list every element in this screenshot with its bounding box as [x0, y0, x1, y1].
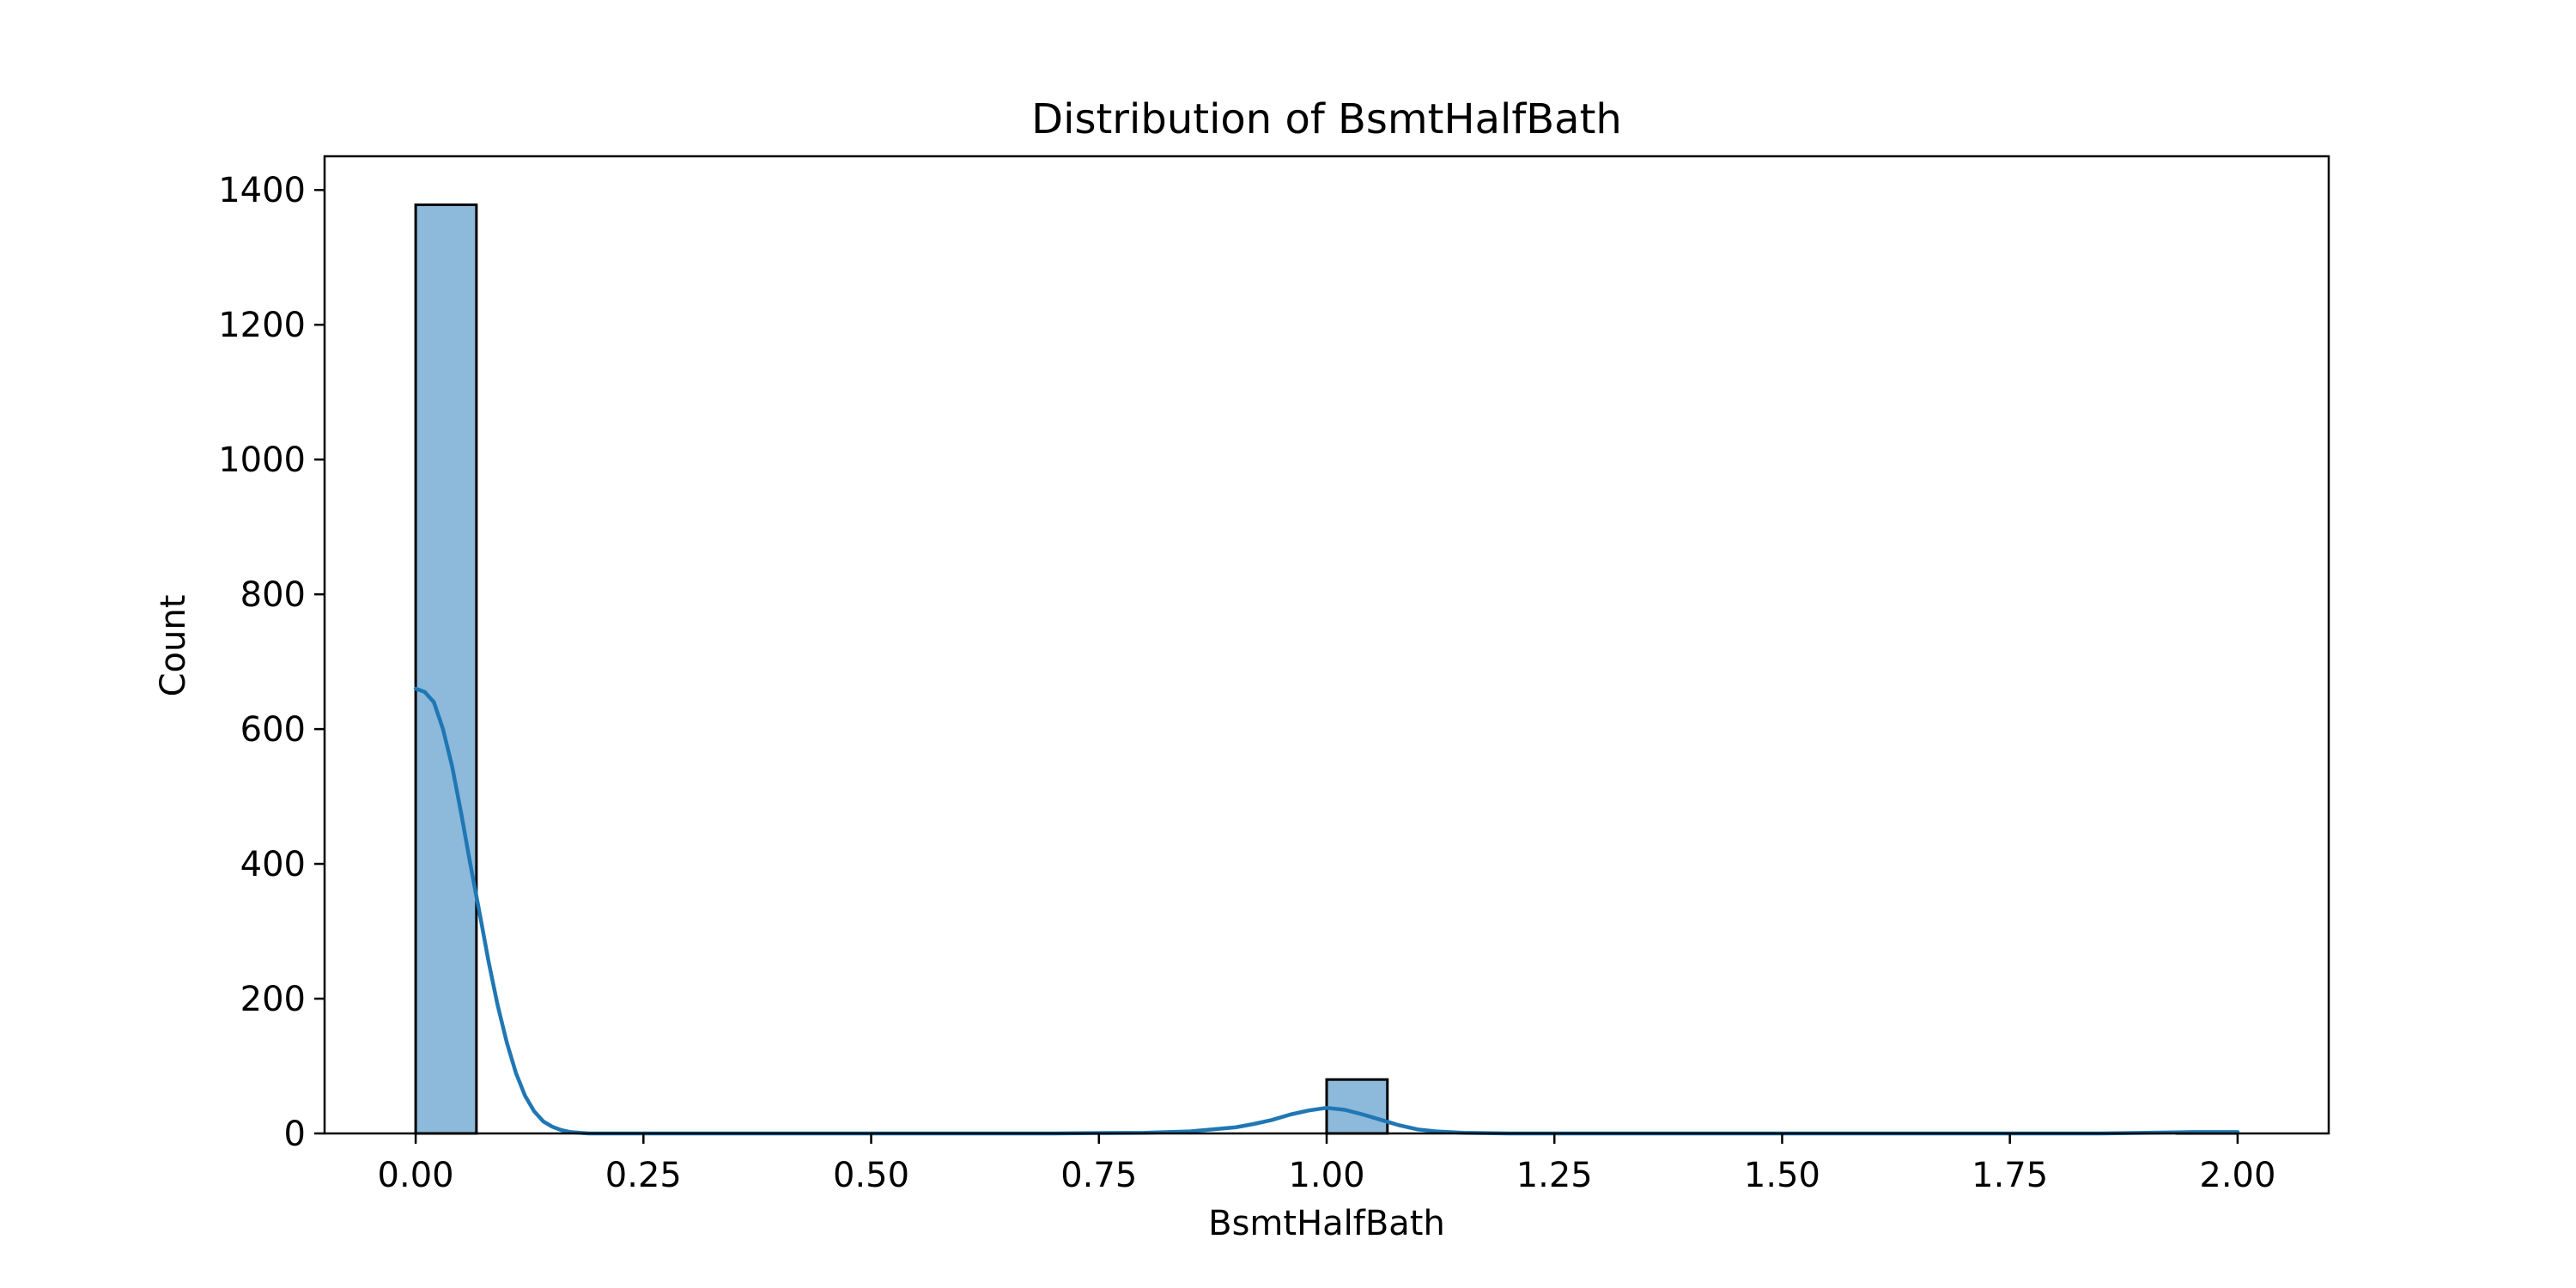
y-tick-label: 1000	[218, 440, 306, 480]
y-tick-label: 1200	[218, 306, 306, 345]
x-tick-label: 0.75	[1060, 1156, 1137, 1195]
x-axis-ticks: 0.00 0.25 0.50 0.75 1.00 1.25 1.50 1.75 2.00	[378, 1133, 2275, 1195]
y-tick-label: 400	[240, 845, 306, 884]
x-tick-label: 1.25	[1516, 1156, 1593, 1195]
y-tick-label: 200	[240, 980, 306, 1019]
histogram-bar-0	[414, 204, 478, 1135]
y-axis-label: Count	[154, 595, 193, 697]
x-tick-label: 1.75	[1971, 1156, 2048, 1195]
x-tick-label: 0.50	[833, 1156, 909, 1195]
x-tick-label: 0.00	[378, 1156, 454, 1195]
y-axis-ticks: 0 200 400 600 800 1000 1200 1400	[218, 171, 325, 1154]
x-tick-label: 2.00	[2199, 1156, 2275, 1195]
y-tick-label: 1400	[218, 171, 306, 210]
x-axis-label: BsmtHalfBath	[1208, 1204, 1445, 1243]
kde-group	[413, 686, 2240, 1136]
y-tick-label: 600	[240, 710, 306, 750]
bars-group	[414, 204, 2239, 1135]
plot-area-frame	[323, 155, 2330, 1135]
x-tick-label: 1.50	[1744, 1156, 1820, 1195]
x-tick-label: 1.00	[1288, 1156, 1364, 1195]
y-tick-label: 0	[284, 1115, 306, 1154]
y-tick-label: 800	[240, 575, 306, 615]
kde-line	[413, 686, 2240, 1136]
x-tick-label: 0.25	[605, 1156, 682, 1195]
histogram-bar-1	[1325, 1078, 1389, 1135]
chart-title: Distribution of BsmtHalfBath	[1031, 95, 1622, 143]
